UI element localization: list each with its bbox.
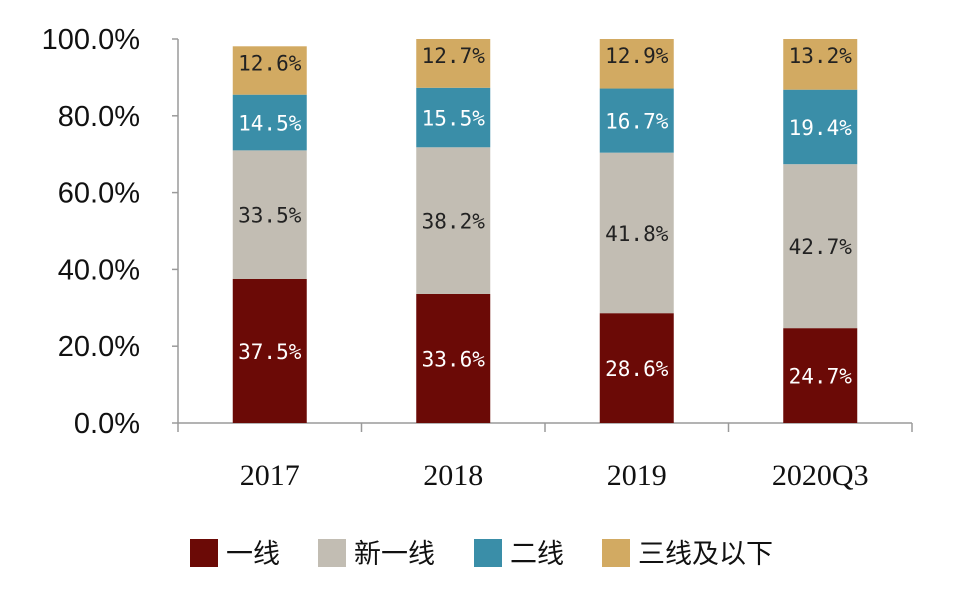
bar-segment bbox=[232, 279, 307, 423]
y-tick-label: 0.0% bbox=[74, 408, 140, 440]
bar-segment bbox=[783, 89, 858, 165]
bar-segment bbox=[599, 88, 674, 153]
x-category-label: 2017 bbox=[240, 459, 300, 492]
legend-swatch bbox=[190, 539, 218, 567]
data-label: 24.7% bbox=[789, 365, 853, 389]
x-category-label: 2019 bbox=[607, 459, 667, 492]
bar-segment bbox=[783, 328, 858, 423]
data-label: 14.5% bbox=[238, 112, 302, 136]
y-tick-label: 60.0% bbox=[58, 178, 140, 210]
y-tick-label: 20.0% bbox=[58, 331, 140, 363]
legend-label: 三线及以下 bbox=[638, 539, 773, 570]
bar-segment bbox=[599, 152, 674, 314]
bar-segment bbox=[416, 87, 491, 148]
data-label: 28.6% bbox=[605, 357, 669, 381]
legend-label: 新一线 bbox=[354, 539, 435, 570]
data-label: 37.5% bbox=[238, 340, 302, 364]
data-label: 19.4% bbox=[789, 116, 853, 140]
bar-segment bbox=[783, 39, 858, 90]
data-label: 33.5% bbox=[238, 204, 302, 228]
bar-segment bbox=[416, 39, 491, 88]
data-label: 33.6% bbox=[422, 347, 486, 371]
y-tick-label: 100.0% bbox=[42, 24, 140, 56]
y-tick-label: 40.0% bbox=[58, 254, 140, 286]
bar-segment bbox=[232, 46, 307, 95]
bar-segment bbox=[416, 293, 491, 423]
y-tick-label: 80.0% bbox=[58, 101, 140, 133]
bar-segment bbox=[599, 313, 674, 423]
data-label: 41.8% bbox=[605, 222, 669, 246]
bar-segment bbox=[599, 39, 674, 89]
bars: 37.5% 33.5% 14.5% 12.6% 33.6% 38.2% 15.5% 12.7%… bbox=[232, 39, 858, 423]
legend-label: 一线 bbox=[226, 539, 280, 570]
x-axis: 2017 2018 2019 2020Q3 bbox=[177, 422, 913, 492]
data-label: 12.6% bbox=[238, 51, 302, 75]
x-category-label: 2020Q3 bbox=[772, 459, 869, 492]
legend-swatch bbox=[318, 539, 346, 567]
data-label: 15.5% bbox=[422, 107, 486, 131]
data-label: 16.7% bbox=[605, 110, 669, 134]
bar-segment bbox=[416, 147, 491, 294]
legend: 一线 新一线 二线 三线及以下 bbox=[190, 539, 773, 570]
legend-swatch bbox=[474, 539, 502, 567]
y-axis: 0.0% 20.0% 40.0% 60.0% 80.0% 100.0% bbox=[42, 24, 179, 440]
bar-segment bbox=[232, 150, 307, 279]
data-label: 13.2% bbox=[789, 44, 853, 68]
data-label: 42.7% bbox=[789, 235, 853, 259]
legend-swatch bbox=[602, 539, 630, 567]
data-label: 12.9% bbox=[605, 44, 669, 68]
data-label: 38.2% bbox=[422, 210, 486, 234]
bar-segment bbox=[783, 164, 858, 329]
data-label: 12.7% bbox=[422, 44, 486, 68]
x-category-label: 2018 bbox=[423, 459, 483, 492]
bar-segment bbox=[232, 94, 307, 151]
legend-label: 二线 bbox=[510, 539, 564, 570]
